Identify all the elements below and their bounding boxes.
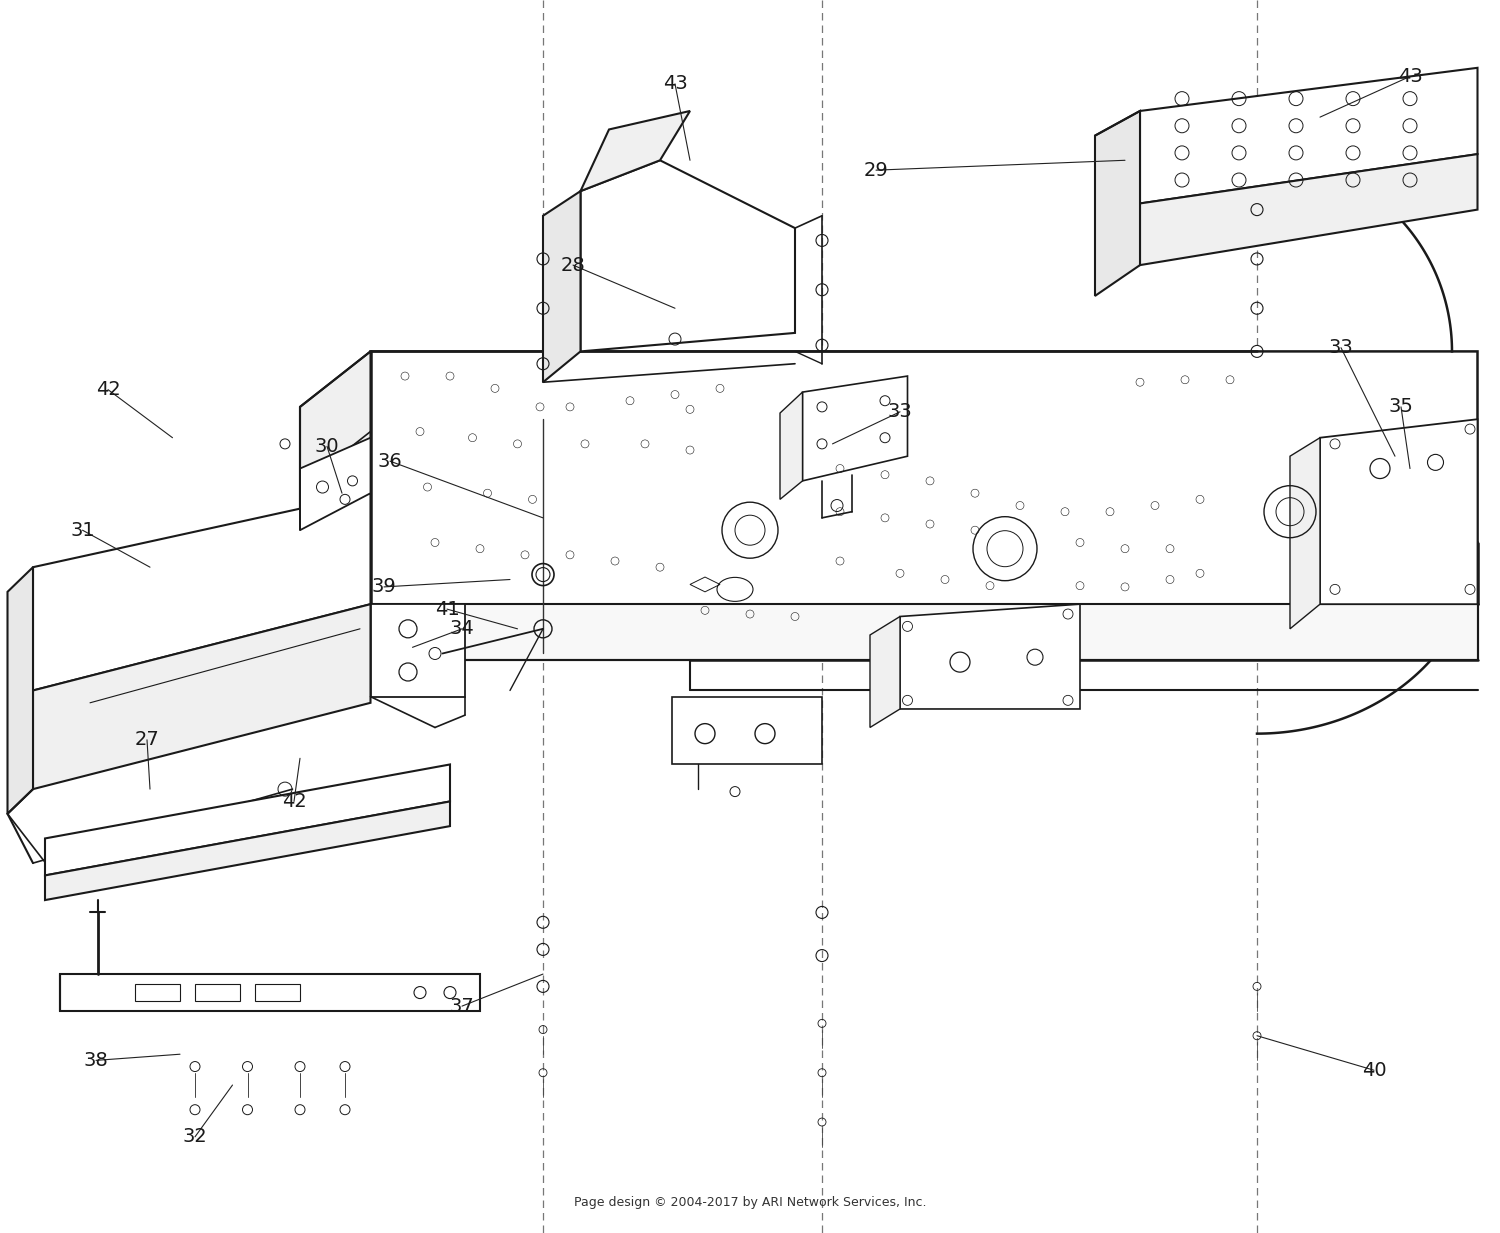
Polygon shape bbox=[543, 191, 580, 382]
Text: 38: 38 bbox=[84, 1051, 108, 1070]
Polygon shape bbox=[580, 160, 795, 351]
Polygon shape bbox=[780, 392, 802, 499]
Text: 43: 43 bbox=[663, 74, 687, 94]
Polygon shape bbox=[580, 111, 690, 191]
Polygon shape bbox=[33, 604, 370, 789]
Text: 33: 33 bbox=[1329, 338, 1353, 358]
Text: 41: 41 bbox=[435, 599, 459, 619]
Polygon shape bbox=[1290, 438, 1320, 629]
Polygon shape bbox=[1095, 111, 1140, 296]
Text: 37: 37 bbox=[450, 996, 474, 1016]
Polygon shape bbox=[195, 984, 240, 1001]
Text: 36: 36 bbox=[378, 451, 402, 471]
Polygon shape bbox=[45, 764, 450, 875]
Polygon shape bbox=[255, 984, 300, 1001]
Polygon shape bbox=[300, 351, 370, 666]
Text: 27: 27 bbox=[135, 730, 159, 750]
Text: 35: 35 bbox=[1389, 397, 1413, 417]
Polygon shape bbox=[370, 351, 1478, 653]
Text: 43: 43 bbox=[1398, 67, 1422, 86]
Text: 33: 33 bbox=[888, 402, 912, 422]
Text: 34: 34 bbox=[450, 619, 474, 639]
Polygon shape bbox=[135, 984, 180, 1001]
Polygon shape bbox=[370, 604, 465, 697]
Text: Page design © 2004-2017 by ARI Network Services, Inc.: Page design © 2004-2017 by ARI Network S… bbox=[573, 1196, 926, 1208]
Polygon shape bbox=[45, 801, 450, 900]
Polygon shape bbox=[60, 974, 480, 1011]
Text: 31: 31 bbox=[70, 520, 94, 540]
Text: 30: 30 bbox=[315, 436, 339, 456]
Polygon shape bbox=[870, 616, 900, 727]
Text: 29: 29 bbox=[864, 160, 888, 180]
Polygon shape bbox=[1140, 154, 1478, 265]
Text: 28: 28 bbox=[561, 255, 585, 275]
Text: 40: 40 bbox=[1362, 1060, 1386, 1080]
Polygon shape bbox=[690, 577, 720, 592]
Polygon shape bbox=[672, 697, 822, 764]
Polygon shape bbox=[300, 438, 370, 530]
Text: ARI: ARI bbox=[537, 472, 963, 687]
Polygon shape bbox=[900, 604, 1080, 709]
Polygon shape bbox=[33, 493, 370, 690]
Text: 32: 32 bbox=[183, 1127, 207, 1147]
Polygon shape bbox=[370, 604, 1478, 660]
Polygon shape bbox=[802, 376, 907, 481]
Polygon shape bbox=[1320, 419, 1478, 604]
Text: 39: 39 bbox=[372, 577, 396, 597]
Text: 42: 42 bbox=[96, 380, 120, 399]
Text: 42: 42 bbox=[282, 792, 306, 811]
Polygon shape bbox=[8, 567, 33, 814]
Polygon shape bbox=[1140, 68, 1478, 203]
